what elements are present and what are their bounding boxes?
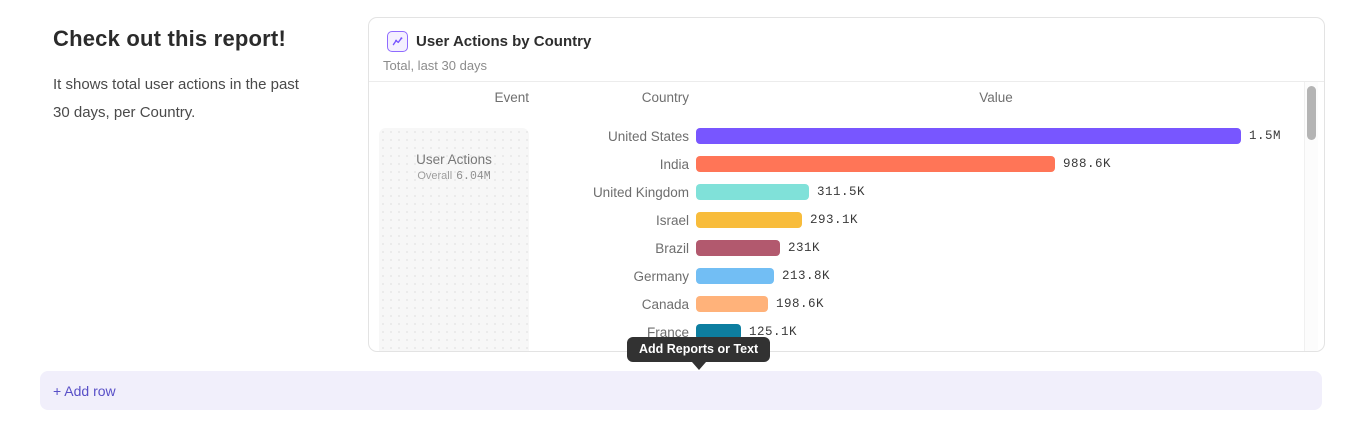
country-label: United Kingdom bbox=[592, 184, 689, 200]
chart-row: Canada 198.6K bbox=[369, 290, 1299, 318]
country-label: Canada bbox=[641, 296, 689, 312]
event-cell[interactable]: User Actions Overall 6.04M bbox=[379, 128, 529, 351]
country-label: Israel bbox=[655, 212, 689, 228]
value-bar[interactable] bbox=[696, 268, 774, 284]
value-label: 125.1K bbox=[749, 325, 798, 339]
chart-row: Israel 293.1K bbox=[369, 206, 1299, 234]
event-aggregation-label: Overall bbox=[417, 170, 453, 182]
value-label: 198.6K bbox=[776, 297, 825, 311]
line-chart-icon bbox=[387, 31, 408, 52]
value-label: 213.8K bbox=[782, 269, 831, 283]
event-total-value: 6.04M bbox=[456, 170, 491, 183]
event-name: User Actions bbox=[416, 152, 492, 167]
vertical-scrollbar[interactable] bbox=[1304, 82, 1318, 351]
scrollbar-thumb[interactable] bbox=[1307, 86, 1316, 140]
report-subtitle: Total, last 30 days bbox=[383, 58, 488, 73]
chart-row: United Kingdom 311.5K bbox=[369, 178, 1299, 206]
chart-row: United States 1.5M bbox=[369, 122, 1299, 150]
country-label: France bbox=[646, 324, 689, 340]
report-card: User Actions by Country Total, last 30 d… bbox=[368, 17, 1325, 352]
header-divider bbox=[369, 81, 1324, 82]
bar-chart: United States 1.5M India 988.6K United Kingd… bbox=[369, 122, 1299, 346]
chart-row: Germany 213.8K bbox=[369, 262, 1299, 290]
value-bar[interactable] bbox=[696, 324, 741, 340]
add-row-label: + Add row bbox=[53, 382, 116, 399]
column-header-value: Value bbox=[979, 90, 1013, 105]
value-bar[interactable] bbox=[696, 156, 1055, 172]
value-label: 1.5M bbox=[1249, 129, 1282, 143]
value-bar[interactable] bbox=[696, 128, 1241, 144]
add-row-button[interactable]: + Add row bbox=[40, 371, 1322, 410]
value-label: 293.1K bbox=[810, 213, 859, 227]
value-bar[interactable] bbox=[696, 184, 809, 200]
value-label: 988.6K bbox=[1063, 157, 1112, 171]
page-title: Check out this report! bbox=[53, 26, 286, 51]
value-label: 231K bbox=[788, 241, 821, 255]
chart-row: Brazil 231K bbox=[369, 234, 1299, 262]
report-title[interactable]: User Actions by Country bbox=[416, 33, 592, 50]
column-header-country: Country bbox=[641, 90, 689, 105]
event-overall: Overall 6.04M bbox=[379, 170, 529, 183]
value-label: 311.5K bbox=[817, 185, 866, 199]
country-label: Brazil bbox=[655, 240, 689, 256]
add-reports-tooltip: Add Reports or Text bbox=[627, 337, 771, 370]
page-description: It shows total user actions in the past … bbox=[53, 76, 299, 121]
chart-row: France 125.1K bbox=[369, 318, 1299, 346]
value-bar[interactable] bbox=[696, 212, 802, 228]
chart-row: India 988.6K bbox=[369, 150, 1299, 178]
value-bar[interactable] bbox=[696, 240, 780, 256]
column-header-event: Event bbox=[494, 90, 529, 105]
country-label: Germany bbox=[633, 268, 689, 284]
country-label: United States bbox=[607, 128, 689, 144]
country-label: India bbox=[659, 156, 689, 172]
value-bar[interactable] bbox=[696, 296, 768, 312]
